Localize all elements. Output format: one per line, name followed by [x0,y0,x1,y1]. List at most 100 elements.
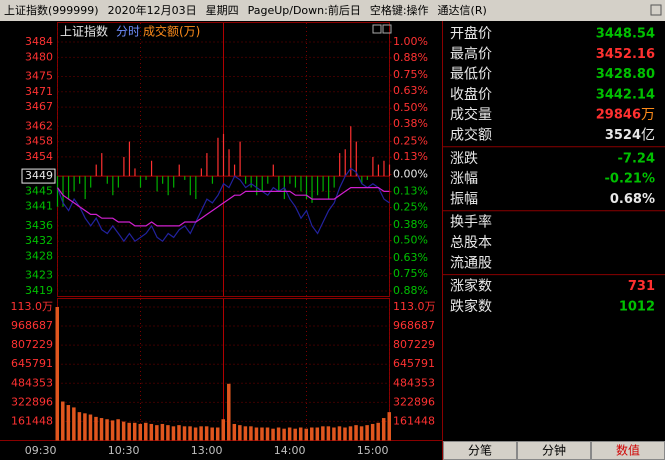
header-item: 星期四 [206,4,239,17]
y2-tick-label: 0.25% [393,134,428,147]
volume-bar [343,427,347,441]
panel-value: 3428.80 [596,67,655,82]
header-item: 空格键:操作 [370,3,429,17]
panel-unit: 万 [641,107,655,123]
icon[interactable] [382,24,392,34]
panel-value: 3448.54 [596,27,655,42]
volume-bar [321,426,325,441]
close-box[interactable] [650,4,662,16]
panel-value: 0.68% [610,192,655,207]
price-line [56,167,390,243]
header-item: 通达信(R) [438,4,487,17]
y-tick-label: 3454 [25,150,53,163]
x-tick-label: 10:30 [108,444,140,457]
tab-label[interactable]: 分钟 [542,443,566,458]
volume-bar [326,426,331,441]
current-box [21,168,56,184]
volume-bar [337,426,342,441]
x-tick-label: 14:00 [274,444,306,457]
volume-tick-label: 968687 [11,319,53,332]
y-tick-label: 3471 [25,85,53,98]
volume-bar [271,428,275,441]
volume-tick-label: 807229 [11,338,53,351]
volume-bar [116,419,120,441]
volume-bar [287,427,292,441]
volume-bar [254,427,259,441]
volume-tick-label: 322896 [393,395,435,408]
volume-bar [155,425,159,441]
volume-bar [149,423,154,441]
y-tick-label: 3449 [25,169,53,182]
panel-value: 29846 [596,108,641,123]
y2-tick-label: 0.38% [393,218,428,231]
volume-bar [160,423,165,441]
volume-bar [204,426,209,441]
header-item: 上证指数(999999) [4,3,99,17]
volume-bar [199,426,203,441]
volume-bar [227,383,231,441]
y2-tick-label: 0.75% [393,68,428,81]
panel-value: 1012 [619,299,655,314]
volume-bar [193,427,198,441]
volume-bar [243,426,248,441]
panel-label: 涨幅 [450,171,478,187]
volume-tick-label: 645791 [11,357,53,370]
volume-bar [88,414,93,441]
panel-label: 成交额 [450,127,492,144]
x-tick-label: 09:30 [25,444,57,457]
panel-value: -0.21% [605,172,656,187]
panel-label: 最高价 [450,45,492,62]
volume-bar [138,423,142,441]
volume-bar [381,418,386,441]
volume-bar [83,413,87,441]
volume-tick-label: 113.0万 [393,300,436,313]
tab-label[interactable]: 分笔 [468,443,492,458]
panel-label: 涨跌 [450,151,478,167]
volume-tick-label: 484353 [11,376,53,389]
icon[interactable] [372,24,382,34]
y2-tick-label: 0.25% [393,201,428,214]
volume-bar [304,428,308,441]
volume-bar [171,426,176,441]
volume-bar [61,401,65,441]
x-tick-label: 13:00 [191,444,223,457]
volume-bar [110,420,115,441]
y2-tick-label: 0.13% [393,185,428,198]
header-item: 2020年12月03日 [108,3,197,17]
panel-label: 开盘价 [450,25,492,42]
volume-bar [127,422,131,441]
volume-bar [265,427,270,441]
y-tick-label: 3480 [25,50,53,63]
volume-bar [354,425,358,441]
volume-tick-label: 484353 [393,376,435,389]
header-item: PageUp/Down:前后日 [248,3,361,17]
panel-label: 收盘价 [450,86,492,103]
panel-label: 流通股 [450,255,492,271]
y2-tick-label: 0.75% [393,267,428,280]
y2-tick-label: 0.13% [393,150,428,163]
y2-tick-label: 0.50% [393,101,428,114]
volume-bar [215,427,220,441]
volume-bar [66,405,71,441]
volume-tick-label: 113.0万 [11,300,54,313]
volume-tick-label: 161448 [393,414,435,427]
y-tick-label: 3458 [25,135,53,148]
volume-bar [249,426,253,441]
y-tick-label: 3445 [25,184,53,197]
volume-bar [359,426,364,441]
y-tick-label: 3484 [25,35,53,48]
volume-title: 成交额(万) [143,24,200,39]
y-tick-label: 3467 [25,100,53,113]
tab-label[interactable]: 数值 [616,443,640,458]
volume-bar [376,422,380,441]
volume-bar [332,427,336,441]
volume-tick-label: 807229 [393,338,435,351]
volume-bar [210,427,214,441]
y-tick-label: 3419 [25,284,53,297]
volume-bar [387,412,391,441]
panel-label: 涨家数 [450,278,492,295]
y2-tick-label: 0.88% [393,51,428,64]
volume-bar [94,416,98,441]
y2-tick-label: 1.00% [393,35,428,48]
volume-tick-label: 161448 [11,414,53,427]
